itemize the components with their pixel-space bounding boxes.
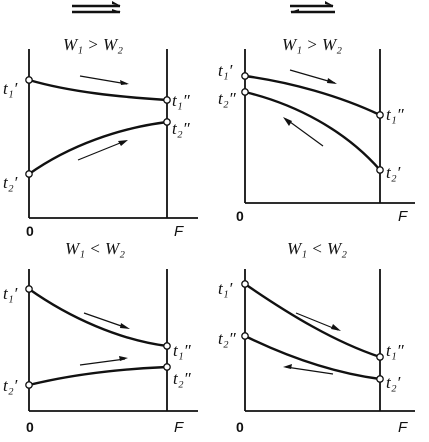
flow-arrow	[295, 312, 341, 331]
panel-countercurrent-w1-greater: W₁ > W₂ t₁′ t₂″ t₁″ t₂′ 0 F	[218, 35, 415, 225]
cold-fluid-curve	[244, 334, 381, 381]
flow-arrow	[283, 117, 324, 147]
origin-label: 0	[26, 419, 34, 435]
node	[241, 332, 249, 340]
outlet-cold-label: t₂″	[173, 369, 192, 388]
flow-arrow	[79, 356, 128, 366]
outlet-cold-label: t₂″	[172, 119, 191, 138]
flow-arrow	[83, 312, 130, 329]
cold-fluid-curve	[28, 365, 168, 387]
node	[25, 285, 33, 293]
condition-label: W₁ < W₂	[287, 239, 347, 258]
origin-label: 0	[26, 223, 34, 239]
node	[241, 88, 249, 96]
inlet-hot-label: t₁′	[218, 61, 233, 80]
node	[376, 166, 384, 174]
countercurrent-flow-symbol	[290, 1, 335, 14]
panel-cocurrent-w1-greater: W₁ > W₂ t₁′ t₂′ t₁″ t₂″ 0 F	[3, 35, 198, 240]
condition-label: W₁ < W₂	[65, 239, 125, 258]
area-axis-label: F	[398, 419, 408, 436]
inlet-hot-label: t₁′	[3, 79, 18, 98]
node	[25, 170, 33, 178]
hot-fluid-curve	[28, 78, 168, 102]
cocurrent-flow-symbol	[72, 1, 121, 14]
node	[241, 72, 249, 80]
flow-arrow	[77, 140, 128, 161]
panel-countercurrent-w1-less: W₁ < W₂ t₁′ t₂″ t₁″ t₂′ 0 F	[218, 239, 415, 436]
outlet-hot-label: t₁″	[172, 91, 191, 110]
hot-fluid-curve	[28, 288, 168, 348]
flow-arrow	[79, 75, 129, 85]
panel-cocurrent-w1-less: W₁ < W₂ t₁′ t₂′ t₁″ t₂″ 0 F	[3, 239, 198, 436]
hot-fluid-curve	[244, 283, 381, 359]
area-axis-label: F	[174, 419, 184, 436]
node	[163, 118, 171, 126]
origin-label: 0	[236, 208, 244, 224]
flow-arrow	[289, 69, 337, 84]
area-axis-label: F	[174, 223, 184, 240]
origin-label: 0	[236, 419, 244, 435]
cold-fluid-curve	[28, 120, 168, 175]
node	[376, 111, 384, 119]
outlet-cold-label: t₂″	[218, 89, 237, 108]
inlet-hot-label: t₁′	[218, 279, 233, 298]
node	[376, 375, 384, 383]
inlet-cold-label: t₂′	[3, 376, 18, 395]
node	[163, 342, 171, 350]
node	[376, 353, 384, 361]
hot-fluid-curve	[244, 74, 381, 117]
node	[163, 363, 171, 371]
inlet-cold-label: t₂′	[386, 163, 401, 182]
node	[25, 76, 33, 84]
node	[25, 381, 33, 389]
condition-label: W₁ > W₂	[282, 35, 342, 54]
outlet-hot-label: t₁″	[386, 105, 405, 124]
inlet-cold-label: t₂′	[386, 373, 401, 392]
node	[241, 280, 249, 288]
outlet-hot-label: t₁″	[173, 341, 192, 360]
cold-fluid-curve	[244, 90, 381, 171]
outlet-cold-label: t₂″	[218, 329, 237, 348]
inlet-cold-label: t₂′	[3, 173, 18, 192]
node	[163, 96, 171, 104]
inlet-hot-label: t₁′	[3, 284, 18, 303]
outlet-hot-label: t₁″	[386, 341, 405, 360]
flow-arrow	[283, 364, 334, 375]
condition-label: W₁ > W₂	[63, 35, 123, 54]
area-axis-label: F	[398, 208, 408, 225]
